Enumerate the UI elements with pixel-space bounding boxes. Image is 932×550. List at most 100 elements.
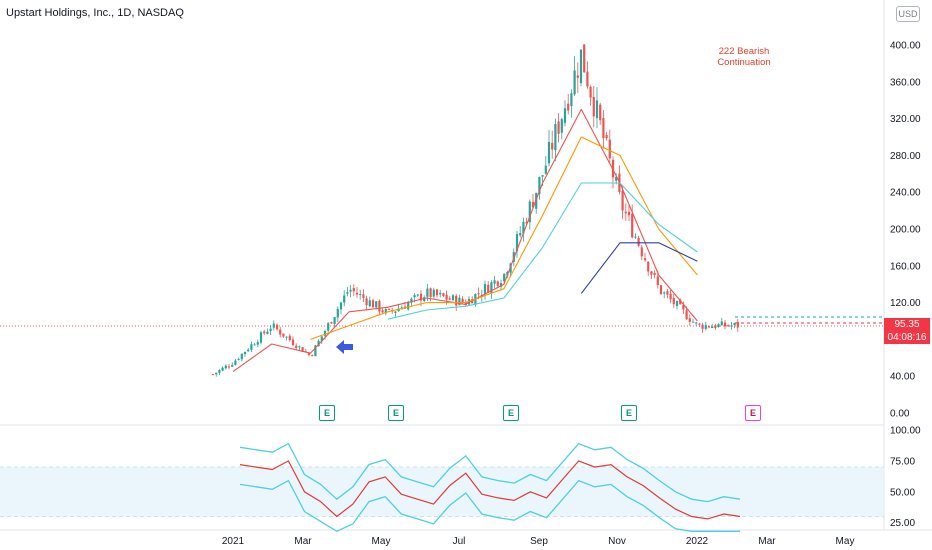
- time-tick-label: Sep: [530, 536, 548, 547]
- candle-body: [314, 345, 317, 357]
- candle-body: [339, 302, 343, 310]
- candle-body: [669, 293, 672, 300]
- candle-body: [602, 118, 605, 139]
- candle-body: [685, 310, 688, 320]
- candle-body: [496, 281, 499, 286]
- time-tick-label: 2021: [222, 536, 245, 547]
- candle-body: [522, 221, 525, 234]
- candle-body: [253, 344, 256, 346]
- candle-body: [586, 71, 589, 87]
- candle-body: [615, 176, 618, 181]
- candle-body: [499, 283, 503, 287]
- candle-body: [378, 300, 381, 312]
- buy-arrow-icon: [336, 340, 353, 354]
- candle-body: [637, 237, 640, 246]
- candle-body: [455, 295, 458, 306]
- rsi-line: [239, 460, 741, 520]
- earnings-marker[interactable]: E: [388, 405, 404, 421]
- currency-badge[interactable]: USD: [896, 6, 920, 22]
- candle-body: [563, 108, 567, 123]
- candle-body: [349, 289, 352, 292]
- candle-body: [538, 176, 541, 195]
- candle-body: [285, 336, 288, 338]
- rsi-tick-label: 75.00: [890, 456, 915, 467]
- earnings-marker[interactable]: E: [319, 405, 335, 421]
- candle-body: [282, 333, 285, 337]
- candle-body: [650, 271, 653, 275]
- candle-body: [691, 321, 695, 323]
- candle-body: [592, 96, 595, 117]
- candle-body: [583, 44, 586, 73]
- candle-body: [589, 86, 592, 98]
- candle-body: [435, 289, 439, 296]
- candle-body: [653, 272, 656, 275]
- candle-body: [624, 211, 627, 214]
- earnings-marker[interactable]: E: [621, 405, 637, 421]
- candle-body: [448, 298, 451, 300]
- time-tick-label: Jul: [453, 536, 466, 547]
- candle-body: [525, 221, 528, 224]
- candle-body: [477, 293, 480, 295]
- candle-body: [215, 372, 218, 375]
- last-price-value: 95.35: [894, 319, 920, 330]
- candle-body: [419, 293, 423, 301]
- price-tick-label: 40.00: [890, 372, 915, 383]
- rsi-upper-band: [239, 442, 741, 503]
- candle-body: [375, 301, 378, 308]
- candle-body: [333, 317, 336, 325]
- time-tick-label: Mar: [758, 536, 776, 547]
- candle-body: [679, 299, 682, 305]
- rsi-lower-band: [239, 479, 740, 533]
- candle-body: [608, 139, 611, 159]
- candle-body: [320, 336, 323, 342]
- candle-body: [528, 201, 531, 223]
- candle-body: [381, 310, 384, 313]
- candle-body: [311, 355, 314, 357]
- candle-body: [291, 339, 295, 345]
- earnings-marker[interactable]: E: [503, 405, 519, 421]
- candle-body: [647, 261, 650, 272]
- rsi-tick-label: 50.00: [890, 487, 915, 498]
- candle-body: [688, 318, 691, 322]
- time-tick-label: 2022: [686, 536, 709, 547]
- candle-body: [397, 308, 400, 312]
- earnings-marker-upcoming[interactable]: E: [745, 405, 761, 421]
- price-tick-label: 0.00: [890, 409, 910, 420]
- time-tick-label: May: [372, 536, 391, 547]
- candle-body: [365, 298, 368, 306]
- candle-body: [218, 369, 221, 373]
- candle-body: [663, 292, 666, 294]
- candle-body: [384, 309, 387, 314]
- candle-body: [666, 291, 669, 295]
- candle-body: [640, 247, 643, 257]
- candle-body: [490, 282, 493, 293]
- time-tick-label: Nov: [608, 536, 626, 547]
- candle-body: [394, 311, 397, 313]
- candle-body: [426, 288, 429, 297]
- candle-body: [557, 121, 560, 134]
- moving-average-ema_slow: [387, 182, 698, 320]
- candle-body: [723, 322, 727, 327]
- price-tick-label: 320.00: [890, 114, 921, 125]
- candle-body: [279, 329, 282, 335]
- candle-body: [547, 141, 551, 164]
- candle-body: [631, 213, 634, 238]
- moving-average-ema_mid: [310, 136, 698, 340]
- candle-body: [429, 288, 432, 298]
- candle-body: [211, 374, 215, 376]
- candle-body: [352, 288, 355, 292]
- candle-body: [531, 201, 535, 208]
- candle-body: [736, 321, 739, 328]
- candle-body: [675, 301, 679, 306]
- candle-body: [371, 300, 375, 308]
- candle-body: [266, 331, 269, 334]
- candle-body: [336, 309, 339, 318]
- last-price-tag: 95.35 04:08:16: [884, 318, 930, 344]
- pattern-annotation: 222 Bearish Continuation: [712, 46, 776, 68]
- candle-body: [560, 119, 563, 133]
- candle-body: [224, 365, 227, 369]
- candle-body: [483, 284, 487, 294]
- candle-body: [275, 324, 279, 330]
- candle-body: [410, 298, 413, 303]
